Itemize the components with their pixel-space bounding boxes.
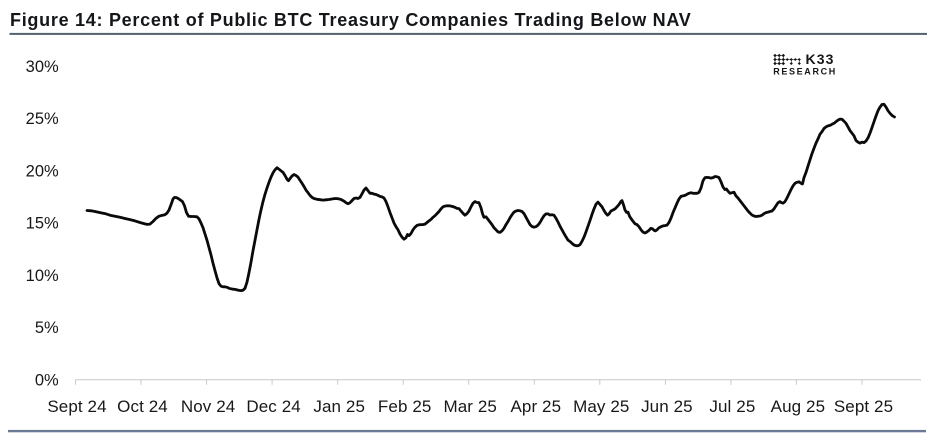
svg-text:Nov 24: Nov 24 <box>181 397 235 416</box>
svg-text:10%: 10% <box>26 267 59 285</box>
svg-text:Aug 25: Aug 25 <box>771 397 825 416</box>
svg-text:Sept 25: Sept 25 <box>834 397 893 416</box>
svg-text:RESEARCH: RESEARCH <box>773 67 837 77</box>
svg-text:K33: K33 <box>806 51 835 67</box>
svg-text:0%: 0% <box>35 372 59 390</box>
svg-text:Jul 25: Jul 25 <box>709 397 755 416</box>
svg-text:5%: 5% <box>35 319 59 337</box>
svg-text:Sept 24: Sept 24 <box>47 397 106 416</box>
svg-text:Jan 25: Jan 25 <box>313 397 365 416</box>
svg-text:25%: 25% <box>26 110 59 128</box>
svg-text:Jun 25: Jun 25 <box>641 397 693 416</box>
svg-text:May 25: May 25 <box>573 397 629 416</box>
svg-text:Feb 25: Feb 25 <box>378 397 432 416</box>
svg-text:Mar 25: Mar 25 <box>443 397 497 416</box>
svg-text:Figure 14: Percent of Public B: Figure 14: Percent of Public BTC Treasur… <box>10 10 691 30</box>
svg-text:Oct 24: Oct 24 <box>117 397 168 416</box>
svg-text:Dec 24: Dec 24 <box>246 397 300 416</box>
svg-text:30%: 30% <box>26 58 59 76</box>
svg-text:15%: 15% <box>26 215 59 233</box>
svg-text:Apr 25: Apr 25 <box>510 397 561 416</box>
svg-text:20%: 20% <box>26 162 59 180</box>
